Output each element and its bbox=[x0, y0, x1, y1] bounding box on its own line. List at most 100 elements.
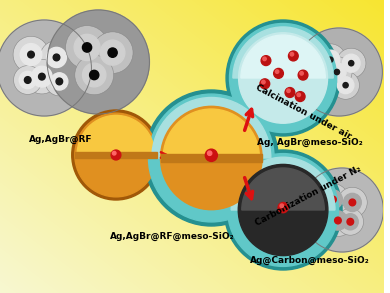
Circle shape bbox=[238, 164, 328, 255]
Wedge shape bbox=[242, 168, 324, 210]
Circle shape bbox=[300, 71, 303, 75]
Wedge shape bbox=[241, 35, 325, 78]
Circle shape bbox=[297, 93, 300, 97]
Circle shape bbox=[337, 187, 367, 218]
Text: Carbonization under N₂: Carbonization under N₂ bbox=[254, 164, 363, 228]
Circle shape bbox=[344, 193, 361, 212]
Circle shape bbox=[53, 54, 60, 61]
Circle shape bbox=[25, 59, 59, 94]
Text: Ag@Carbon@meso-SiO₂: Ag@Carbon@meso-SiO₂ bbox=[250, 256, 369, 265]
Text: Ag,AgBr@RF@meso-SiO₂: Ag,AgBr@RF@meso-SiO₂ bbox=[110, 232, 234, 241]
Circle shape bbox=[275, 70, 279, 73]
Circle shape bbox=[347, 218, 354, 225]
Circle shape bbox=[321, 50, 340, 69]
Circle shape bbox=[322, 57, 352, 87]
Circle shape bbox=[226, 20, 340, 136]
Circle shape bbox=[229, 23, 337, 132]
Circle shape bbox=[328, 57, 333, 62]
Circle shape bbox=[278, 202, 288, 213]
Circle shape bbox=[337, 208, 363, 235]
Circle shape bbox=[316, 71, 332, 86]
Wedge shape bbox=[77, 115, 155, 155]
Circle shape bbox=[75, 55, 113, 95]
Circle shape bbox=[108, 48, 117, 57]
Circle shape bbox=[39, 73, 45, 80]
Circle shape bbox=[75, 113, 157, 197]
Circle shape bbox=[112, 151, 116, 155]
Circle shape bbox=[205, 149, 217, 161]
Circle shape bbox=[46, 47, 66, 67]
Circle shape bbox=[207, 151, 212, 155]
Circle shape bbox=[261, 56, 271, 66]
Circle shape bbox=[295, 92, 305, 101]
Wedge shape bbox=[152, 98, 271, 158]
Wedge shape bbox=[233, 27, 333, 78]
Bar bbox=[75, 152, 157, 158]
Circle shape bbox=[337, 48, 366, 78]
Circle shape bbox=[334, 69, 340, 75]
Circle shape bbox=[20, 44, 42, 66]
Circle shape bbox=[260, 79, 269, 89]
Circle shape bbox=[274, 69, 284, 78]
Text: Ag, AgBr@meso-SiO₂: Ag, AgBr@meso-SiO₂ bbox=[257, 138, 362, 147]
Circle shape bbox=[111, 150, 121, 160]
Text: Calcination under air: Calcination under air bbox=[254, 83, 353, 141]
Circle shape bbox=[82, 43, 92, 52]
Circle shape bbox=[285, 88, 295, 98]
Circle shape bbox=[100, 40, 125, 65]
Circle shape bbox=[328, 211, 347, 230]
Circle shape bbox=[349, 199, 356, 206]
Text: Ag,AgBr@RF: Ag,AgBr@RF bbox=[29, 135, 93, 144]
Circle shape bbox=[40, 41, 73, 74]
Circle shape bbox=[263, 57, 266, 61]
Circle shape bbox=[298, 70, 308, 80]
Circle shape bbox=[47, 10, 149, 114]
Circle shape bbox=[14, 66, 42, 94]
Circle shape bbox=[239, 33, 328, 123]
Circle shape bbox=[25, 77, 31, 84]
Circle shape bbox=[90, 70, 99, 80]
Circle shape bbox=[144, 90, 278, 226]
Wedge shape bbox=[163, 109, 259, 158]
Circle shape bbox=[301, 168, 383, 252]
Circle shape bbox=[349, 61, 354, 66]
Circle shape bbox=[149, 94, 274, 222]
Circle shape bbox=[322, 205, 354, 236]
Circle shape bbox=[287, 89, 290, 93]
Circle shape bbox=[315, 44, 346, 76]
Circle shape bbox=[13, 36, 49, 73]
Circle shape bbox=[342, 214, 358, 230]
Circle shape bbox=[161, 106, 262, 210]
Circle shape bbox=[262, 80, 265, 84]
Circle shape bbox=[83, 63, 106, 87]
Bar bbox=[161, 154, 262, 162]
Circle shape bbox=[72, 110, 160, 200]
Circle shape bbox=[343, 83, 348, 88]
Circle shape bbox=[280, 204, 284, 208]
Circle shape bbox=[317, 183, 349, 215]
Wedge shape bbox=[231, 157, 335, 210]
Circle shape bbox=[321, 76, 326, 81]
Circle shape bbox=[32, 66, 52, 87]
Circle shape bbox=[328, 63, 346, 81]
Circle shape bbox=[28, 51, 34, 58]
Circle shape bbox=[228, 154, 339, 266]
Circle shape bbox=[324, 190, 342, 209]
Circle shape bbox=[311, 65, 337, 92]
Circle shape bbox=[19, 71, 36, 89]
Circle shape bbox=[92, 32, 133, 74]
Circle shape bbox=[74, 34, 100, 61]
Circle shape bbox=[45, 67, 73, 96]
Circle shape bbox=[337, 77, 354, 94]
Circle shape bbox=[56, 78, 63, 85]
Circle shape bbox=[66, 25, 108, 69]
Circle shape bbox=[335, 217, 341, 224]
Circle shape bbox=[224, 150, 342, 270]
Circle shape bbox=[290, 52, 294, 56]
Circle shape bbox=[342, 54, 360, 72]
Circle shape bbox=[332, 71, 360, 99]
Circle shape bbox=[51, 73, 68, 90]
Circle shape bbox=[330, 196, 336, 203]
Circle shape bbox=[0, 20, 91, 116]
Circle shape bbox=[289, 51, 298, 61]
